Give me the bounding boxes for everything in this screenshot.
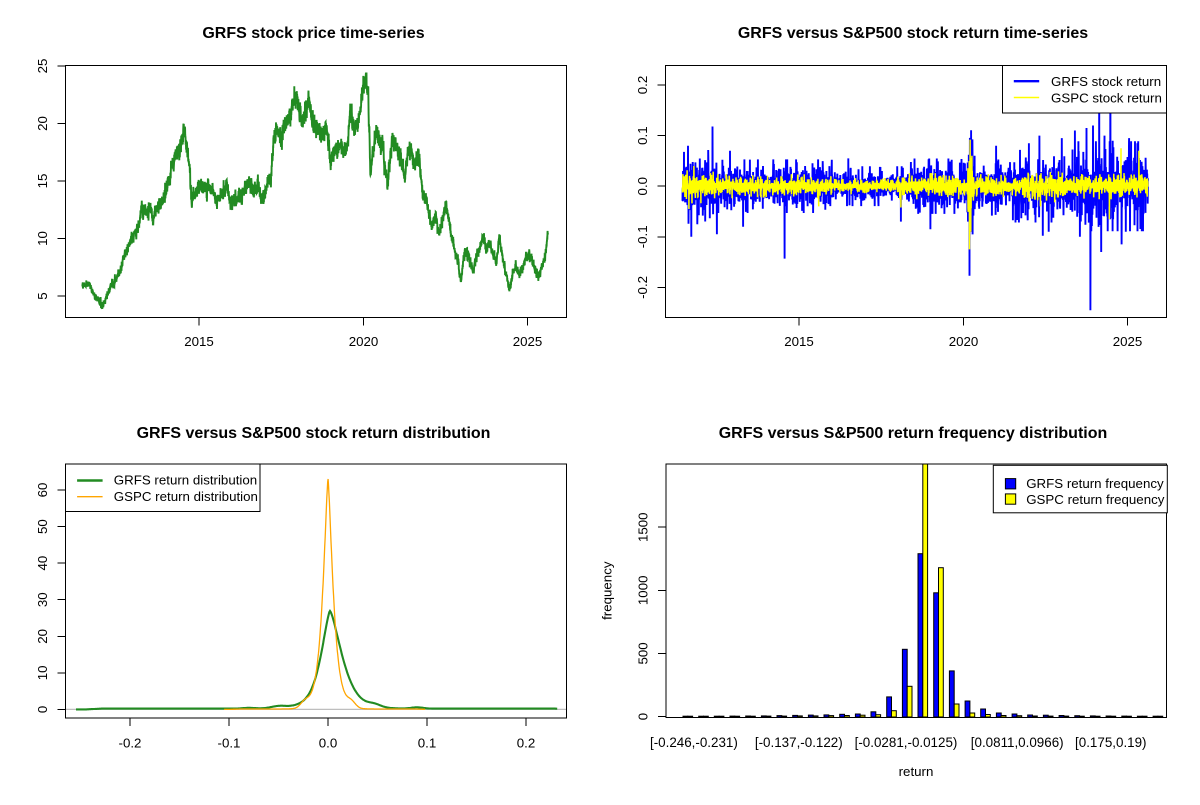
- svg-text:2025: 2025: [1113, 334, 1143, 349]
- svg-text:2015: 2015: [184, 334, 214, 349]
- svg-text:[-0.0281,-0.0125): [-0.0281,-0.0125): [855, 735, 958, 750]
- svg-text:1500: 1500: [635, 512, 650, 542]
- svg-text:10: 10: [35, 665, 50, 680]
- svg-text:return: return: [899, 764, 934, 779]
- svg-text:[-0.246,-0.231): [-0.246,-0.231): [650, 735, 738, 750]
- svg-text:15: 15: [35, 174, 50, 189]
- svg-text:0.0: 0.0: [635, 177, 650, 196]
- svg-text:500: 500: [635, 642, 650, 664]
- svg-text:0.2: 0.2: [517, 735, 536, 750]
- svg-text:0.1: 0.1: [418, 735, 437, 750]
- svg-text:GRFS stock return: GRFS stock return: [1051, 74, 1161, 89]
- svg-text:2020: 2020: [949, 334, 979, 349]
- svg-text:20: 20: [35, 116, 50, 131]
- svg-text:50: 50: [35, 519, 50, 534]
- svg-text:GRFS return frequency: GRFS return frequency: [1026, 476, 1164, 491]
- svg-text:5: 5: [35, 292, 50, 299]
- svg-text:GRFS versus S&P500 return freq: GRFS versus S&P500 return frequency dist…: [719, 425, 1108, 442]
- svg-text:GSPC return distribution: GSPC return distribution: [114, 489, 258, 504]
- svg-text:0.2: 0.2: [635, 76, 650, 95]
- svg-text:25: 25: [35, 59, 50, 74]
- svg-text:-0.2: -0.2: [119, 735, 142, 750]
- svg-text:40: 40: [35, 556, 50, 571]
- svg-text:0: 0: [35, 706, 50, 713]
- svg-text:[0.175,0.19): [0.175,0.19): [1075, 735, 1146, 750]
- svg-text:GSPC return frequency: GSPC return frequency: [1026, 492, 1165, 507]
- svg-text:-0.1: -0.1: [635, 225, 650, 248]
- svg-text:frequency: frequency: [600, 561, 615, 620]
- svg-text:60: 60: [35, 483, 50, 498]
- svg-text:30: 30: [35, 592, 50, 607]
- svg-text:2015: 2015: [784, 334, 814, 349]
- svg-text:-0.1: -0.1: [218, 735, 241, 750]
- svg-text:0: 0: [635, 713, 650, 720]
- svg-text:GRFS versus S&P500 stock retur: GRFS versus S&P500 stock return distribu…: [137, 425, 491, 442]
- svg-text:GRFS versus S&P500 stock retur: GRFS versus S&P500 stock return time-ser…: [738, 25, 1088, 42]
- svg-text:2020: 2020: [349, 334, 379, 349]
- svg-text:0.1: 0.1: [635, 126, 650, 145]
- svg-text:GSPC stock return: GSPC stock return: [1051, 90, 1162, 105]
- svg-text:2025: 2025: [513, 334, 543, 349]
- svg-text:20: 20: [35, 629, 50, 644]
- svg-text:[0.0811,0.0966): [0.0811,0.0966): [971, 735, 1064, 750]
- svg-text:-0.2: -0.2: [635, 276, 650, 299]
- svg-text:GRFS return distribution: GRFS return distribution: [114, 473, 257, 488]
- svg-text:1000: 1000: [635, 576, 650, 606]
- svg-text:0.0: 0.0: [319, 735, 338, 750]
- svg-text:[-0.137,-0.122): [-0.137,-0.122): [755, 735, 843, 750]
- svg-text:10: 10: [35, 231, 50, 246]
- svg-text:GRFS stock price time-series: GRFS stock price time-series: [202, 25, 424, 42]
